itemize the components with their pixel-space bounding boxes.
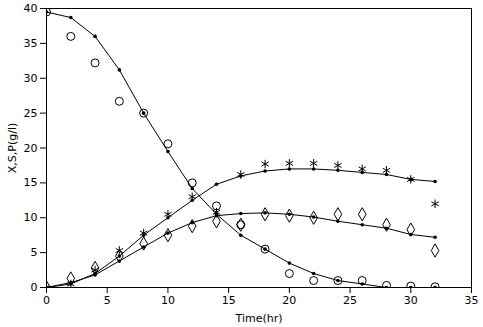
svg-text:30: 30: [404, 294, 418, 307]
svg-text:20: 20: [282, 294, 296, 307]
svg-text:25: 25: [24, 107, 38, 120]
svg-text:20: 20: [24, 142, 38, 155]
svg-text:0: 0: [43, 294, 50, 307]
svg-text:15: 15: [222, 294, 236, 307]
svg-text:Time(hr): Time(hr): [235, 312, 283, 325]
svg-text:5: 5: [31, 246, 38, 259]
svg-text:10: 10: [24, 211, 38, 224]
svg-text:30: 30: [24, 72, 38, 85]
svg-text:10: 10: [161, 294, 175, 307]
svg-text:35: 35: [465, 294, 479, 307]
svg-text:35: 35: [24, 37, 38, 50]
svg-text:25: 25: [343, 294, 357, 307]
svg-text:5: 5: [104, 294, 111, 307]
svg-text:X,S,P(g/l): X,S,P(g/l): [6, 123, 19, 173]
svg-text:15: 15: [24, 176, 38, 189]
svg-text:40: 40: [24, 2, 38, 15]
svg-text:0: 0: [31, 281, 38, 294]
